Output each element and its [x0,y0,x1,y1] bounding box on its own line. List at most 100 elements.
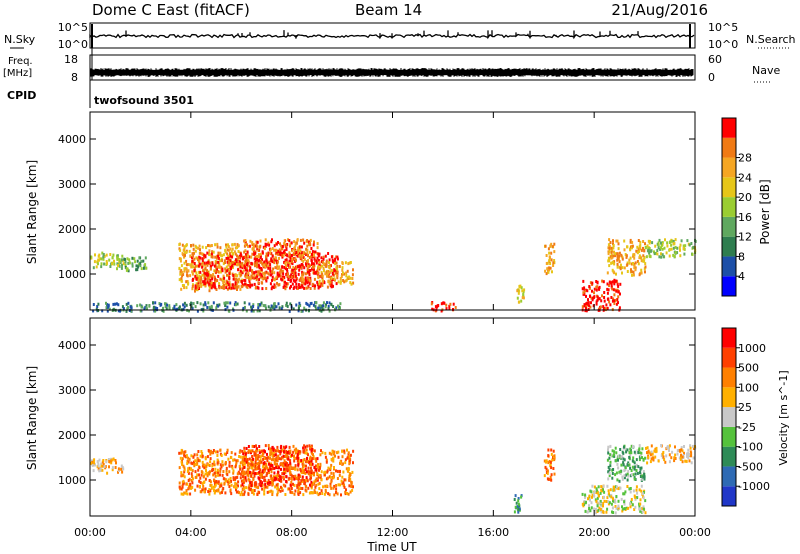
velocity-cell [234,465,237,469]
velocity-cell [221,460,224,464]
power-cell [647,239,650,243]
velocity-cell [221,490,223,494]
velocity-cell [189,482,192,486]
velocity-cell [192,477,194,481]
power-cell [615,289,618,293]
power-cell [660,244,663,247]
power-cell [625,255,628,259]
power-cell [668,254,671,258]
velocity-cell [620,463,623,467]
velocity-cell [348,477,351,480]
velocity-cell [683,451,685,455]
power-cell [630,268,632,272]
power-cell [610,296,613,299]
velocity-cell [639,507,642,511]
power-cell [661,241,664,245]
velocity-cell [236,472,239,476]
power-cell [327,307,330,311]
velocity-cell [230,451,233,455]
power-cell [226,287,229,291]
velocity-cell [349,490,352,494]
power-cell [282,254,285,258]
power-cell [210,255,213,259]
velocity-cell [266,452,268,456]
power-cell [291,249,294,253]
velocity-cell [214,471,217,475]
power-cell [228,286,231,290]
power-cell [289,244,291,248]
velocity-cell [643,472,646,476]
power-cell [281,252,284,256]
power-cell [216,267,218,271]
velocity-cell [590,501,593,505]
power-cell [656,252,659,256]
power-cell [293,240,296,244]
velocity-cell [230,492,233,496]
power-cell [286,274,289,278]
power-cell [141,305,144,309]
velocity-cell [217,480,220,484]
velocity-cell [114,466,117,469]
power-cell [234,262,236,266]
velocity-cell [300,459,303,462]
power-cell [213,283,216,287]
power-cell [274,305,277,308]
power-cell [303,286,306,290]
power-cell [651,241,654,245]
velocity-cell [195,475,198,479]
power-cell [92,266,95,270]
power-cell [328,309,331,313]
velocity-cell [186,482,189,486]
power-cell [128,258,131,262]
power-cell [210,244,213,247]
power-cell [220,286,223,290]
velocity-cell [681,455,684,459]
velocity-cell [247,445,250,448]
power-cell [668,241,671,244]
power-cell [223,259,226,263]
power-cell [314,271,317,275]
power-cell [158,302,161,306]
velocity-cell [654,455,657,459]
power-cell [231,264,234,268]
velocity-cell [279,450,282,454]
power-cell [322,301,325,305]
power-cell [236,286,239,289]
velocity-cell [281,487,284,491]
velocity-cell [283,472,286,476]
power-cell [269,263,272,267]
power-cell [551,245,554,249]
power-cell [301,270,304,274]
velocity-cell [248,487,251,491]
power-cell [208,305,211,309]
velocity-cell [315,459,318,463]
velocity-cell [333,484,336,488]
velocity-cell [282,475,285,479]
power-cell [435,305,438,309]
velocity-cell [607,445,610,449]
velocity-cell [194,488,197,492]
velocity-cell [250,474,253,478]
velocity-cell [228,480,231,484]
power-cell [596,281,599,285]
velocity-cell [638,502,641,506]
power-cell [228,261,230,265]
power-cell [323,262,326,266]
power-cell [200,275,202,279]
velocity-cell [329,484,332,488]
velocity-cell [269,456,271,460]
velocity-cell [681,449,684,453]
velocity-cell [202,488,205,492]
velocity-cell [319,453,322,457]
velocity-region-3 [543,448,556,482]
power-cell [127,269,130,273]
velocity-cell [247,463,250,467]
velocity-cell [550,466,553,470]
power-cell [213,269,216,273]
velocity-cell [314,479,317,483]
velocity-cell [219,469,222,473]
velocity-cell [615,471,618,475]
velocity-cell [676,449,679,453]
velocity-cell [287,487,290,491]
velocity-cell [190,486,193,490]
